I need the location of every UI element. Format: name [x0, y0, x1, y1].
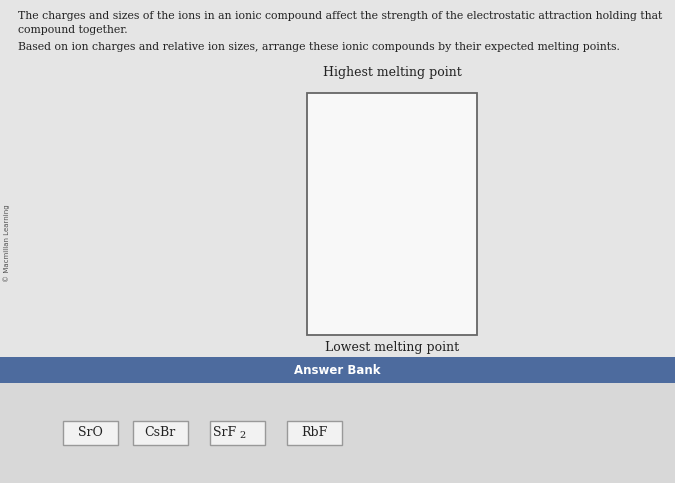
Text: 2: 2	[239, 430, 245, 440]
Bar	[209, 421, 265, 445]
Bar	[63, 421, 117, 445]
Text: SrO: SrO	[78, 426, 103, 439]
Bar	[286, 421, 342, 445]
Text: RbF: RbF	[301, 426, 327, 439]
Text: Based on ion charges and relative ion sizes, arrange these ionic compounds by th: Based on ion charges and relative ion si…	[18, 42, 620, 52]
Text: CsBr: CsBr	[144, 426, 176, 439]
Text: compound together.: compound together.	[18, 25, 128, 35]
Text: Answer Bank: Answer Bank	[294, 364, 381, 377]
Text: Highest melting point: Highest melting point	[323, 66, 462, 79]
Text: Lowest melting point: Lowest melting point	[325, 341, 459, 354]
Text: © Macmillan Learning: © Macmillan Learning	[3, 204, 10, 282]
Bar	[0, 357, 675, 383]
Bar	[0, 383, 675, 483]
Bar	[307, 93, 477, 335]
Text: SrF: SrF	[213, 426, 236, 439]
Text: The charges and sizes of the ions in an ionic compound affect the strength of th: The charges and sizes of the ions in an …	[18, 11, 662, 21]
Bar	[132, 421, 188, 445]
